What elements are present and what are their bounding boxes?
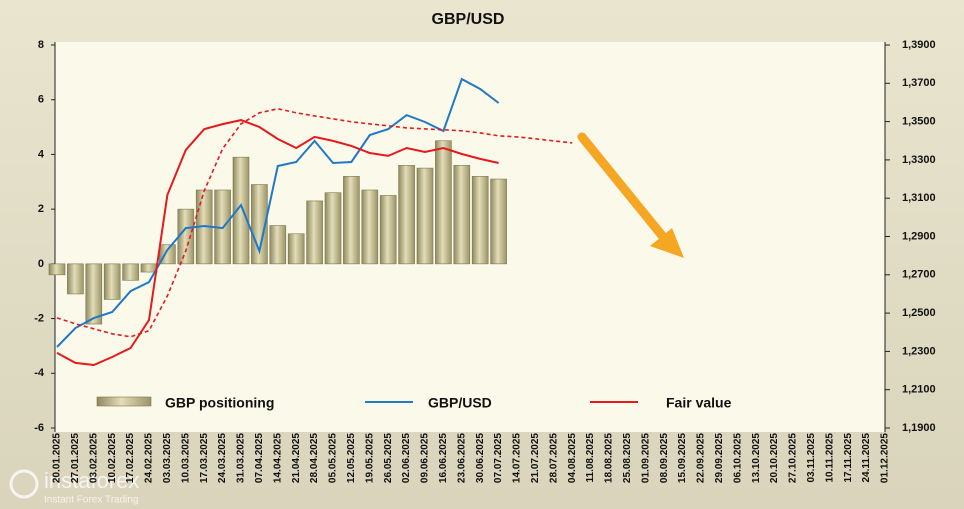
y-tick-label: -2 [34, 312, 44, 324]
y-tick-label: 6 [38, 94, 44, 106]
y2-tick-label: 1,3100 [902, 192, 936, 204]
legend-swatch [96, 396, 152, 407]
y2-tick-label: 1,2900 [902, 230, 936, 242]
x-tick-label: 03.11.2025 [806, 433, 817, 483]
bar [251, 184, 268, 265]
bar [490, 178, 507, 265]
x-tick-label: 03.02.2025 [88, 433, 99, 483]
x-tick-label: 23.06.2025 [456, 433, 467, 483]
bar [269, 225, 287, 265]
y-tick-label: 0 [38, 258, 44, 270]
bar [287, 233, 305, 265]
bar [306, 200, 323, 265]
y2-tick-label: 1,1900 [902, 422, 936, 434]
x-tick-label: 19.05.2025 [364, 433, 375, 483]
x-tick-label: 10.11.2025 [824, 433, 835, 483]
x-tick-label: 27.01.2025 [70, 433, 81, 483]
y-tick-label: 2 [38, 203, 44, 215]
x-tick-label: 28.07.2025 [548, 433, 559, 483]
x-tick-label: 09.06.2025 [420, 433, 431, 483]
watermark: instaforex Instant Forex Trading [9, 468, 139, 506]
x-tick-label: 22.09.2025 [696, 433, 707, 483]
y2-tick-label: 1,3500 [902, 116, 936, 128]
x-tick-label: 17.02.2025 [125, 433, 136, 483]
x-tick-label: 21.07.2025 [530, 433, 541, 483]
bar [103, 263, 121, 300]
bar [122, 263, 139, 281]
y2-tick-label: 1,3300 [902, 154, 936, 166]
x-tick-label: 24.02.2025 [144, 433, 155, 483]
x-tick-label: 02.06.2025 [401, 433, 412, 483]
legend-label: GBP positioning [165, 395, 274, 411]
line-series [56, 119, 499, 367]
legend-label: Fair value [666, 395, 732, 411]
y2-tick-label: 1,2700 [902, 269, 936, 281]
y2-tick-label: 1,3700 [902, 77, 936, 89]
bar [361, 189, 379, 265]
bar [471, 176, 489, 265]
x-tick-label: 04.08.2025 [567, 433, 578, 483]
bar [453, 165, 471, 265]
x-tick-label: 07.07.2025 [493, 433, 504, 483]
y2-tick-label: 1,2500 [902, 307, 936, 319]
x-tick-label: 07.04.2025 [254, 433, 265, 483]
bar [85, 263, 103, 325]
trend-arrow [577, 132, 684, 258]
x-tick-label: 17.11.2025 [843, 433, 854, 483]
watermark-tagline: Instant Forex Trading [44, 495, 139, 506]
x-tick-label: 30.06.2025 [475, 433, 486, 483]
x-tick-label: 08.09.2025 [659, 433, 670, 483]
bar [177, 208, 195, 265]
x-tick-label: 20.01.2025 [52, 433, 63, 483]
line-series [56, 107, 573, 338]
y2-tick-label: 1,2100 [902, 384, 936, 396]
bar [379, 195, 397, 265]
bar [435, 140, 452, 265]
chart-title: GBP/USD [432, 11, 505, 28]
x-tick-label: 20.10.2025 [769, 433, 780, 483]
x-tick-label: 06.10.2025 [732, 433, 743, 483]
bar [398, 165, 415, 265]
bar [48, 263, 66, 276]
watermark-brand: instaforex [44, 468, 139, 493]
x-tick-label: 31.03.2025 [236, 433, 247, 483]
x-tick-label: 28.04.2025 [309, 433, 320, 483]
x-tick-label: 29.09.2025 [714, 433, 725, 483]
x-tick-label: 27.10.2025 [788, 433, 799, 483]
x-tick-label: 14.07.2025 [512, 433, 523, 483]
y2-tick-label: 1,3900 [902, 39, 936, 51]
x-tick-label: 10.02.2025 [107, 433, 118, 483]
x-tick-label: 12.05.2025 [346, 433, 357, 483]
bar [67, 263, 84, 295]
y-tick-label: -6 [34, 422, 44, 434]
y-tick-label: 4 [38, 148, 45, 160]
x-tick-label: 14.04.2025 [272, 433, 283, 483]
x-tick-label: 15.09.2025 [677, 433, 688, 483]
x-tick-label: 24.03.2025 [217, 433, 228, 483]
x-tick-label: 25.08.2025 [622, 433, 633, 483]
bar [232, 156, 250, 265]
x-tick-label: 11.08.2025 [585, 433, 596, 483]
x-tick-label: 16.06.2025 [438, 433, 449, 483]
x-tick-label: 24.11.2025 [861, 433, 872, 483]
x-tick-label: 03.03.2025 [162, 433, 173, 483]
x-tick-label: 26.05.2025 [383, 433, 394, 483]
bar [343, 176, 360, 265]
legend-label: GBP/USD [428, 395, 492, 411]
x-tick-label: 05.05.2025 [328, 433, 339, 483]
x-tick-label: 01.12.2025 [880, 433, 891, 483]
line-series [56, 77, 500, 348]
x-tick-label: 18.08.2025 [604, 433, 615, 483]
x-tick-label: 01.09.2025 [640, 433, 651, 483]
y2-tick-label: 1,2300 [902, 345, 936, 357]
x-tick-label: 13.10.2025 [751, 433, 762, 483]
x-tick-label: 17.03.2025 [199, 433, 210, 483]
y-tick-label: -4 [34, 367, 45, 379]
bar [416, 167, 434, 265]
x-tick-label: 10.03.2025 [180, 433, 191, 483]
bar [324, 192, 342, 265]
y-tick-label: 8 [38, 39, 44, 51]
x-tick-label: 21.04.2025 [291, 433, 302, 483]
